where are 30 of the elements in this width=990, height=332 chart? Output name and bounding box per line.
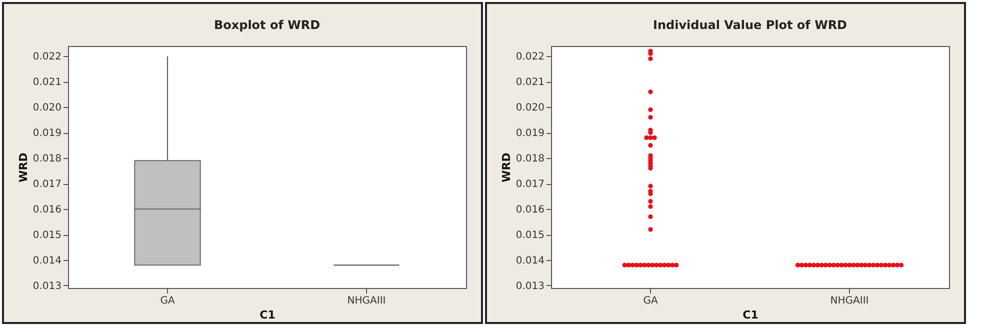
x-tick-label: NHGAIII [347,296,386,306]
y-tick-label: 0.022 [32,52,62,63]
y-tick-label: 0.021 [32,77,62,88]
y-tick-label: 0.021 [516,77,544,88]
y-tick-label: 0.014 [32,255,62,266]
x-tick-label: NHGAIII [830,296,869,306]
y-tick-label: 0.018 [32,154,62,165]
y-tick-label: 0.017 [516,179,544,190]
y-tick-label: 0.014 [516,255,544,266]
y-tick-label: 0.016 [32,204,62,216]
y-tick-label: 0.016 [516,204,544,216]
y-tick-label: 0.022 [516,52,544,63]
x-tick-label: GA [643,296,658,306]
y-tick-label: 0.019 [516,128,544,140]
chart-title: Individual Value Plot of WRD [652,18,848,32]
y-tick-label: 0.019 [32,128,62,140]
x-axis-title: C1 [742,308,758,322]
y-tick-label: 0.018 [516,154,544,165]
y-tick-label: 0.013 [516,280,544,292]
y-tick-label: 0.015 [32,230,62,242]
y-axis-title: WRD [16,152,30,182]
y-tick-label: 0.013 [32,280,62,292]
chart-title: Boxplot of WRD [214,18,320,32]
y-axis-title: WRD [500,152,513,182]
x-axis-title: C1 [260,308,276,322]
y-tick-label: 0.017 [32,179,62,190]
y-tick-label: 0.020 [32,102,62,114]
x-tick-label: GA [160,296,175,306]
y-tick-label: 0.015 [516,230,544,242]
y-tick-label: 0.020 [516,102,544,114]
